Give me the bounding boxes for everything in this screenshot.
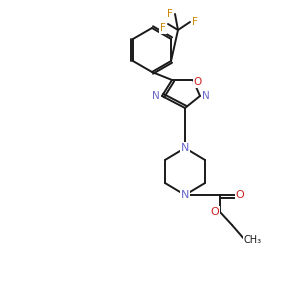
Text: N: N xyxy=(202,91,210,101)
Text: O: O xyxy=(236,190,244,200)
Text: O: O xyxy=(211,207,219,217)
Text: N: N xyxy=(181,190,189,200)
Text: O: O xyxy=(194,77,202,87)
Text: CH₃: CH₃ xyxy=(244,235,262,245)
Text: F: F xyxy=(167,9,173,19)
Text: N: N xyxy=(181,143,189,153)
Text: F: F xyxy=(160,23,166,33)
Text: F: F xyxy=(192,17,198,27)
Text: N: N xyxy=(152,91,160,101)
